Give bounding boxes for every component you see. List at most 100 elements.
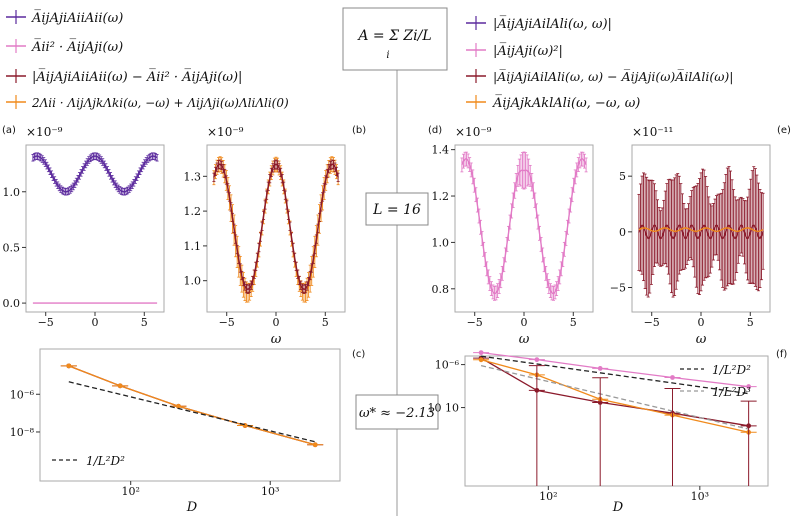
panel-a-multiplier: ×10⁻⁹ [26,125,63,139]
legend-right-entry-2: |A̅ijAji(ω)²| [466,43,563,59]
y-tick-label: 0 [619,226,626,239]
panel-c-xlabel: D [186,500,198,515]
panel-f-legend-label-2: 1/L²D³ [712,385,751,399]
panel-c-plot: 10² 10³ 10⁻⁶ 10⁻⁸ [10,363,324,498]
x-tick-label: −5 [644,316,660,329]
panel-e: (e) ×10⁻¹¹ ω −5 0 5 −5 0 5 [610,125,791,347]
panel-d: (d) ×10⁻⁹ ω −5 0 5 0.8 1.0 1.2 1.4 [428,125,594,347]
series-line-0 [461,158,587,295]
x-tick-label: 5 [141,316,148,329]
panel-b-label: (b) [352,125,366,136]
x-tick-label: 10² [121,485,139,498]
y-tick-label: 1.0 [184,275,202,288]
x-tick-label: 0 [273,316,280,329]
panel-e-label: (e) [777,125,791,136]
x-tick-label: 0 [521,316,528,329]
legend-right-label-1: |A̅ijAjiAilAli(ω, ω)| [493,16,612,32]
omega-star-box: ω* ≈ −2.13 [355,394,439,430]
panel-a-frame [25,144,165,313]
y-tick-label: 1.0 [3,186,21,199]
y-tick-label: 10⁻⁶ [10,388,35,401]
legend-left-label-3: |A̅ijAjiAiiAii(ω) − A̅ii² · A̅ijAji(ω)| [32,69,242,85]
series-line-0 [638,224,764,240]
legend-right-entry-3: |A̅ijAjiAilAli(ω, ω) − A̅ijAji(ω)A̅ilAli… [466,69,734,84]
series-line-4 [480,364,749,430]
formula-text: A = Σ Zi/L [356,28,431,44]
panel-f-legend-label-1: 1/L²D² [712,363,751,377]
panel-d-xlabel: ω [519,332,530,347]
legend-left-entry-1: A̅ijAjiAiiAii(ω) [6,10,123,26]
x-tick-label: 5 [322,316,329,329]
x-tick-label: −5 [219,316,235,329]
panel-a: (a) ×10⁻⁹ −5 0 5 0.0 0.5 1.0 [2,125,165,329]
x-tick-label: 0 [698,316,705,329]
legend-left-label-1: A̅ijAjiAiiAii(ω) [31,10,123,26]
series-line-1 [638,227,764,233]
panel-f-plot: 10² 10³ 10⁻⁶ 10 10 [428,350,757,503]
omega-star-text: ω* ≈ −2.13 [359,406,435,421]
legend-left: A̅ijAjiAiiAii(ω) A̅ii² · A̅ijAji(ω) |A̅i… [6,10,289,110]
x-tick-label: 5 [747,316,754,329]
panel-e-multiplier: ×10⁻¹¹ [632,125,673,139]
panel-b: (b) ×10⁻⁹ ω −5 0 5 1.0 1.1 1.2 1.3 [184,125,367,347]
formula-subscript: i [386,50,389,61]
legend-left-entry-3: |A̅ijAjiAiiAii(ω) − A̅ii² · A̅ijAji(ω)| [6,69,242,85]
legend-right: |A̅ijAjiAilAli(ω, ω)| |A̅ijAji(ω)²| |A̅i… [466,16,734,111]
legend-right-label-4: A̅ijAjkAklAli(ω, −ω, ω) [492,95,640,111]
legend-left-label-2: A̅ii² · A̅ijAji(ω) [31,39,123,55]
x-tick-label: −5 [38,316,54,329]
legend-right-entry-1: |A̅ijAjiAilAli(ω, ω)| [466,16,612,32]
y-tick-label: 1.4 [432,144,450,157]
panel-b-multiplier: ×10⁻⁹ [207,125,244,139]
legend-right-label-3: |A̅ijAjiAilAli(ω, ω) − A̅ijAji(ω)A̅ilAli… [493,69,734,84]
x-tick-label: 5 [570,316,577,329]
panel-d-multiplier: ×10⁻⁹ [455,125,492,139]
panel-b-frame [206,144,346,313]
x-tick-label: 10³ [691,490,709,503]
series-line-0 [32,155,158,193]
panel-e-plot: −5 0 5 −5 0 5 [610,166,765,329]
legend-right-label-2: |A̅ijAji(ω)²| [493,43,563,59]
y-tick-label: 10 10 [428,402,460,415]
panel-f-xlabel: D [612,500,624,515]
y-tick-label: 1.3 [184,170,202,183]
panel-b-xlabel: ω [271,332,282,347]
y-tick-label: 1.2 [432,190,450,203]
panel-a-label: (a) [2,125,16,136]
y-tick-label: 1.2 [184,205,202,218]
panel-f-label: (f) [776,349,787,360]
panel-d-plot: −5 0 5 0.8 1.0 1.2 1.4 [432,144,588,329]
series-line-1 [213,163,339,291]
panel-f: (f) D 10² 10³ 10⁻⁶ 10 10 [428,349,788,515]
series-line-3 [481,355,749,395]
panel-e-xlabel: ω [696,332,707,347]
x-tick-label: 10² [539,490,557,503]
panel-c-legend: 1/L²D² [52,454,125,468]
formula-box: A = Σ Zi/L i [342,7,448,71]
panel-d-label: (d) [428,125,442,136]
legend-left-entry-2: A̅ii² · A̅ijAji(ω) [6,39,123,55]
y-tick-label: 1.1 [184,240,202,253]
y-tick-label: 0.8 [432,283,450,296]
legend-left-label-4: 2Λii · ΛijΛjkΛki(ω, −ω) + ΛijΛji(ω)ΛliΛl… [31,96,289,110]
y-tick-label: 5 [619,170,626,183]
panel-c-frame [39,348,341,482]
x-tick-label: 0 [92,316,99,329]
x-tick-label: 10³ [261,485,279,498]
y-tick-label: −5 [610,282,626,295]
x-tick-label: −5 [467,316,483,329]
panel-c-legend-label: 1/L²D² [86,454,125,468]
panel-c: (c) D 10² 10³ 10⁻⁶ 10⁻⁸ [10,348,365,515]
y-tick-label: 10⁻⁸ [10,426,35,439]
panel-b-plot: −5 0 5 1.0 1.1 1.2 1.3 [184,156,340,329]
y-tick-label: 10⁻⁶ [435,359,460,372]
y-tick-label: 1.0 [432,236,450,249]
legend-right-entry-4: A̅ijAjkAklAli(ω, −ω, ω) [466,95,640,111]
y-tick-label: 0.5 [3,241,21,254]
panel-c-label: (c) [352,349,365,360]
system-size-text: L = 16 [372,202,421,218]
legend-left-entry-4: 2Λii · ΛijΛjkΛki(ω, −ω) + ΛijΛji(ω)ΛliΛl… [6,95,289,110]
series-line-2 [68,381,316,443]
system-size-box: L = 16 [365,192,429,226]
